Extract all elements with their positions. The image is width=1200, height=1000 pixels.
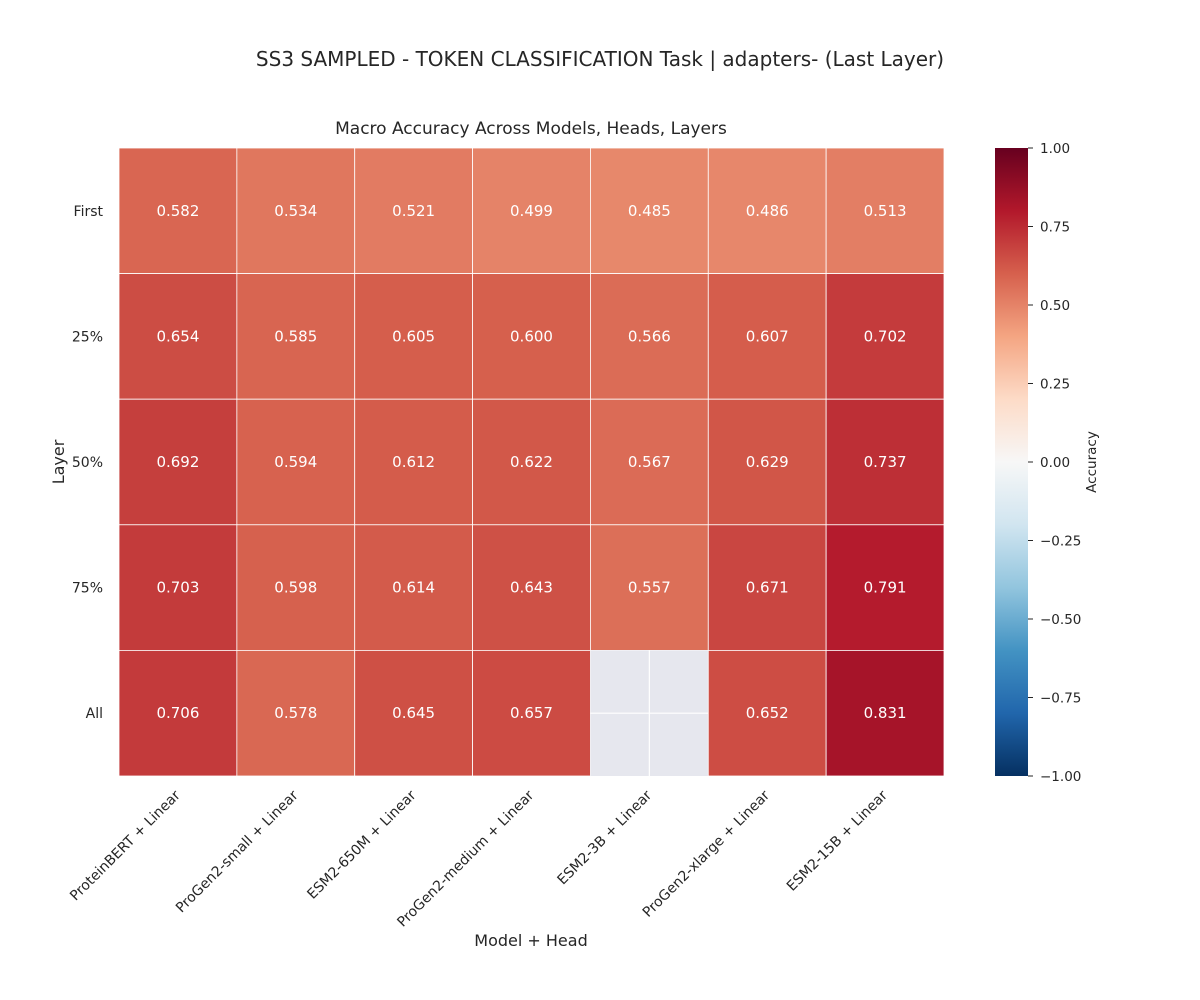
heatmap-cell bbox=[118, 398, 238, 526]
heatmap-cell bbox=[118, 147, 238, 274]
x-tick-label: ProteinBERT + Linear bbox=[67, 787, 184, 904]
heatmap-cell bbox=[118, 524, 238, 651]
cell-value-label: 0.582 bbox=[156, 202, 199, 220]
cell-value-label: 0.831 bbox=[864, 704, 907, 722]
x-tick-label: ProGen2-medium + Linear bbox=[394, 787, 537, 930]
heatmap-cell bbox=[236, 398, 356, 526]
colorbar-tick-label: 0.25 bbox=[1040, 377, 1070, 393]
heatmap-cell bbox=[825, 398, 945, 526]
colorbar-tick-label: 0.00 bbox=[1040, 455, 1070, 471]
colorbar-label: Accuracy bbox=[1084, 431, 1100, 493]
y-tick-label: 75% bbox=[72, 581, 103, 597]
heatmap-cell bbox=[707, 524, 827, 651]
colorbar-tick-label: −1.00 bbox=[1040, 769, 1081, 785]
x-tick-label: ESM2-15B + Linear bbox=[784, 787, 891, 894]
colorbar-tick-label: −0.25 bbox=[1040, 534, 1081, 550]
heatmap-cell bbox=[825, 524, 945, 651]
cell-value-label: 0.485 bbox=[628, 202, 671, 220]
heatmap-cell bbox=[354, 398, 473, 526]
heatmap-annotations: 0.582 0.534 0.521 0.499 0.485 0.486 0.513 0.654… bbox=[156, 202, 906, 722]
x-tick-label: ESM2-3B + Linear bbox=[554, 787, 655, 888]
heatmap-cell bbox=[118, 650, 238, 777]
cell-value-label: 0.567 bbox=[628, 453, 671, 471]
cell-value-label: 0.657 bbox=[510, 704, 553, 722]
heatmap-cell bbox=[472, 147, 591, 274]
colorbar-tick-label: 0.75 bbox=[1040, 220, 1070, 236]
cell-value-label: 0.585 bbox=[274, 327, 317, 345]
cell-value-label: 0.692 bbox=[156, 453, 199, 471]
cell-value-label: 0.645 bbox=[392, 704, 435, 722]
cell-value-label: 0.499 bbox=[510, 202, 553, 220]
heatmap-cell bbox=[590, 147, 709, 274]
cell-value-label: 0.612 bbox=[392, 453, 435, 471]
cell-value-label: 0.622 bbox=[510, 453, 553, 471]
cell-value-label: 0.557 bbox=[628, 579, 671, 597]
cell-value-label: 0.702 bbox=[864, 327, 907, 345]
x-tick-label: ProGen2-xlarge + Linear bbox=[640, 787, 773, 920]
cell-value-label: 0.598 bbox=[274, 579, 317, 597]
y-tick-label: 25% bbox=[72, 329, 103, 345]
cell-value-label: 0.578 bbox=[274, 704, 317, 722]
colorbar-tick-label: −0.50 bbox=[1040, 612, 1081, 628]
cell-value-label: 0.605 bbox=[392, 327, 435, 345]
cell-value-label: 0.706 bbox=[156, 704, 199, 722]
cell-value-label: 0.654 bbox=[156, 327, 199, 345]
heatmap-cell bbox=[825, 650, 945, 777]
cell-value-label: 0.737 bbox=[864, 453, 907, 471]
colorbar bbox=[995, 148, 1028, 776]
cell-value-label: 0.671 bbox=[746, 579, 789, 597]
cell-value-label: 0.791 bbox=[864, 579, 907, 597]
heatmap-cell bbox=[707, 273, 827, 400]
cell-value-label: 0.594 bbox=[274, 453, 317, 471]
cell-value-label: 0.607 bbox=[746, 327, 789, 345]
cell-value-label: 0.600 bbox=[510, 327, 553, 345]
heatmap-cells bbox=[118, 147, 945, 777]
heatmap-cell bbox=[825, 273, 945, 400]
heatmap-cell bbox=[707, 650, 827, 777]
cell-value-label: 0.521 bbox=[392, 202, 435, 220]
cell-value-label: 0.513 bbox=[864, 202, 907, 220]
figure-suptitle: SS3 SAMPLED - TOKEN CLASSIFICATION Task … bbox=[256, 47, 944, 71]
heatmap-cell bbox=[354, 147, 473, 274]
x-tick-label: ProGen2-small + Linear bbox=[173, 787, 302, 916]
heatmap-cell bbox=[707, 398, 827, 526]
cell-value-label: 0.629 bbox=[746, 453, 789, 471]
heatmap-cell bbox=[472, 398, 591, 526]
heatmap-cell bbox=[354, 273, 473, 400]
cell-value-label: 0.534 bbox=[274, 202, 317, 220]
heatmap-cell bbox=[825, 147, 945, 274]
heatmap-cell bbox=[354, 650, 473, 777]
x-axis-label: Model + Head bbox=[474, 931, 587, 950]
y-tick-label: First bbox=[74, 204, 104, 220]
chart-title: Macro Accuracy Across Models, Heads, Lay… bbox=[335, 119, 727, 139]
cell-value-label: 0.566 bbox=[628, 327, 671, 345]
heatmap-cell bbox=[118, 273, 238, 400]
heatmap-cell bbox=[590, 273, 709, 400]
cell-value-label: 0.486 bbox=[746, 202, 789, 220]
colorbar-tick-label: 0.50 bbox=[1040, 298, 1070, 314]
y-axis-label: Layer bbox=[49, 439, 68, 484]
cell-value-label: 0.703 bbox=[156, 579, 199, 597]
cell-value-label: 0.643 bbox=[510, 579, 553, 597]
heatmap-cell bbox=[472, 524, 591, 651]
cell-value-label: 0.652 bbox=[746, 704, 789, 722]
colorbar-tick-label: 1.00 bbox=[1040, 141, 1070, 157]
heatmap-cell bbox=[707, 147, 827, 274]
heatmap-cell bbox=[590, 398, 709, 526]
x-tick-label: ESM2-650M + Linear bbox=[304, 787, 419, 902]
colorbar-tick-label: −0.75 bbox=[1040, 691, 1081, 707]
heatmap-cell bbox=[236, 524, 356, 651]
heatmap-cell bbox=[236, 147, 356, 274]
y-tick-labels: First 25% 50% 75% All bbox=[72, 204, 104, 722]
y-tick-label: 50% bbox=[72, 455, 103, 471]
cell-value-label: 0.614 bbox=[392, 579, 435, 597]
colorbar-ticks: 1.00 0.75 0.50 0.25 0.00 −0.25 −0.50 −0.75 −1.00 bbox=[1028, 141, 1081, 785]
y-tick-label: All bbox=[86, 706, 103, 722]
